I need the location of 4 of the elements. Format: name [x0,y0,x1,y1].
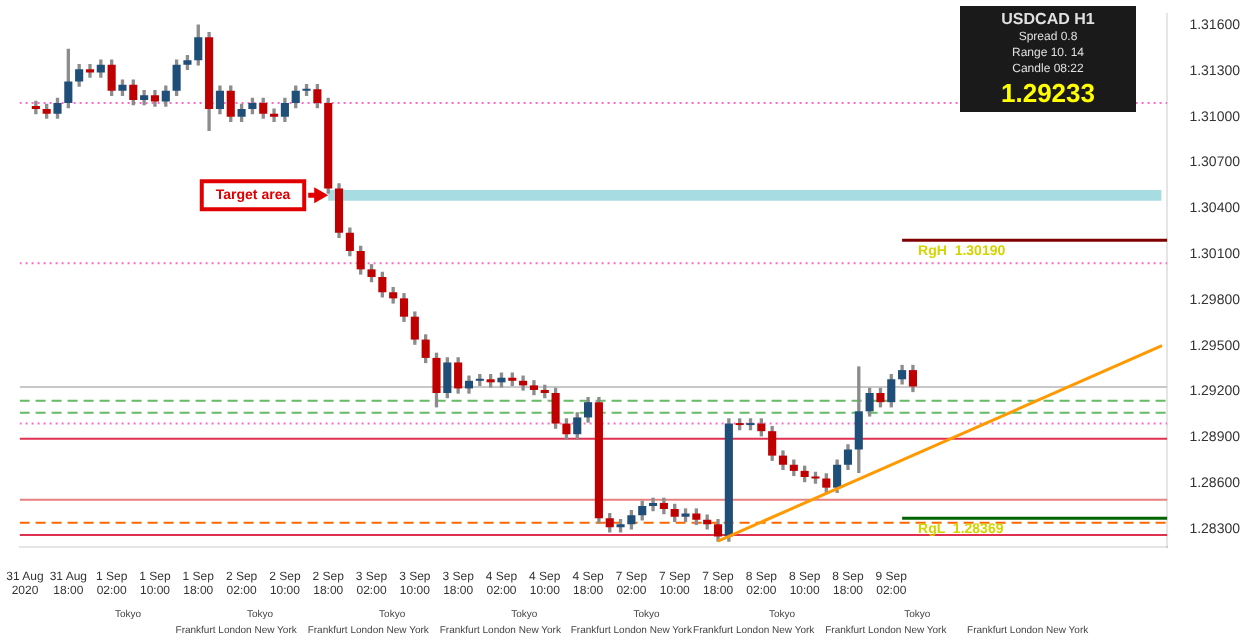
annotation: 1.29233 [999,78,1097,108]
candlestick [85,64,95,78]
candlestick [270,108,279,122]
annotation: USDCAD H1 [999,10,1097,30]
